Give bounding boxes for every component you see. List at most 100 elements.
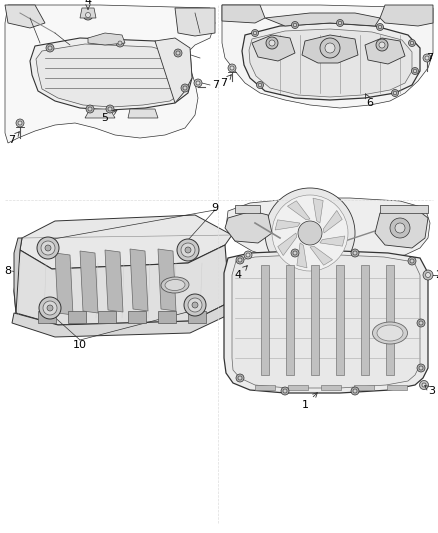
Circle shape	[185, 247, 191, 253]
Circle shape	[283, 389, 287, 393]
Polygon shape	[311, 265, 319, 375]
Circle shape	[177, 239, 199, 261]
Circle shape	[181, 243, 195, 257]
Circle shape	[41, 241, 55, 255]
Polygon shape	[5, 5, 215, 143]
Circle shape	[45, 245, 51, 251]
Polygon shape	[288, 385, 308, 390]
Text: 7: 7	[220, 75, 231, 88]
Circle shape	[188, 298, 202, 312]
Circle shape	[420, 381, 428, 390]
Polygon shape	[38, 311, 56, 323]
Circle shape	[83, 10, 93, 20]
Circle shape	[293, 251, 297, 255]
Polygon shape	[188, 311, 206, 323]
Circle shape	[18, 121, 22, 125]
Circle shape	[238, 258, 242, 262]
Polygon shape	[175, 8, 215, 36]
Polygon shape	[386, 265, 394, 375]
Circle shape	[37, 237, 59, 259]
Polygon shape	[20, 215, 232, 269]
Circle shape	[353, 251, 357, 255]
Ellipse shape	[165, 279, 185, 290]
Polygon shape	[36, 44, 185, 107]
Polygon shape	[336, 265, 344, 375]
Circle shape	[253, 31, 257, 35]
Circle shape	[425, 272, 431, 278]
Circle shape	[236, 374, 244, 382]
Polygon shape	[313, 198, 323, 223]
Polygon shape	[80, 251, 98, 313]
Circle shape	[192, 302, 198, 308]
Circle shape	[86, 105, 94, 113]
Circle shape	[236, 256, 244, 264]
Circle shape	[419, 366, 423, 370]
Polygon shape	[128, 109, 158, 118]
Text: 4: 4	[85, 0, 92, 9]
Polygon shape	[158, 249, 176, 311]
Circle shape	[417, 319, 425, 327]
Text: 7: 7	[212, 80, 219, 90]
Circle shape	[410, 41, 414, 45]
Circle shape	[376, 39, 388, 51]
Polygon shape	[380, 205, 428, 213]
Circle shape	[266, 37, 278, 49]
Circle shape	[419, 321, 423, 325]
Polygon shape	[155, 38, 192, 103]
Circle shape	[390, 218, 410, 238]
Circle shape	[118, 41, 122, 45]
Polygon shape	[365, 38, 405, 64]
Polygon shape	[275, 220, 300, 230]
Circle shape	[176, 51, 180, 55]
Text: 3: 3	[425, 385, 435, 396]
Text: 1: 1	[301, 393, 318, 410]
Polygon shape	[323, 211, 342, 233]
Polygon shape	[380, 5, 433, 26]
Circle shape	[378, 25, 382, 29]
Text: 2: 2	[435, 270, 438, 280]
Circle shape	[351, 249, 359, 257]
Text: 8: 8	[4, 266, 11, 276]
Circle shape	[422, 383, 426, 387]
Circle shape	[43, 301, 57, 315]
Circle shape	[411, 68, 418, 75]
Circle shape	[39, 297, 61, 319]
Circle shape	[258, 83, 262, 87]
Polygon shape	[261, 265, 269, 375]
Circle shape	[257, 82, 264, 88]
Polygon shape	[354, 385, 374, 390]
Circle shape	[183, 86, 187, 90]
Polygon shape	[158, 311, 176, 323]
Circle shape	[423, 270, 433, 280]
Circle shape	[106, 105, 114, 113]
Polygon shape	[255, 385, 275, 390]
Circle shape	[244, 251, 252, 259]
Circle shape	[423, 54, 431, 62]
Circle shape	[336, 20, 343, 27]
Circle shape	[281, 387, 289, 395]
Text: 9: 9	[212, 203, 219, 213]
Circle shape	[246, 253, 250, 257]
Circle shape	[116, 39, 124, 47]
Circle shape	[88, 107, 92, 111]
Text: 7: 7	[8, 132, 19, 145]
Circle shape	[417, 364, 425, 372]
Circle shape	[194, 79, 202, 87]
Circle shape	[425, 56, 429, 60]
Circle shape	[85, 12, 91, 18]
Polygon shape	[222, 5, 265, 23]
Text: 4: 4	[234, 265, 247, 280]
Circle shape	[353, 389, 357, 393]
Polygon shape	[88, 33, 125, 45]
Polygon shape	[249, 29, 412, 97]
Polygon shape	[222, 5, 433, 108]
Polygon shape	[55, 253, 73, 315]
Circle shape	[325, 43, 335, 53]
Circle shape	[181, 84, 189, 92]
Circle shape	[408, 257, 416, 265]
Circle shape	[377, 23, 384, 30]
Polygon shape	[30, 38, 192, 110]
Polygon shape	[320, 236, 345, 246]
Circle shape	[48, 46, 52, 50]
Circle shape	[196, 81, 200, 85]
